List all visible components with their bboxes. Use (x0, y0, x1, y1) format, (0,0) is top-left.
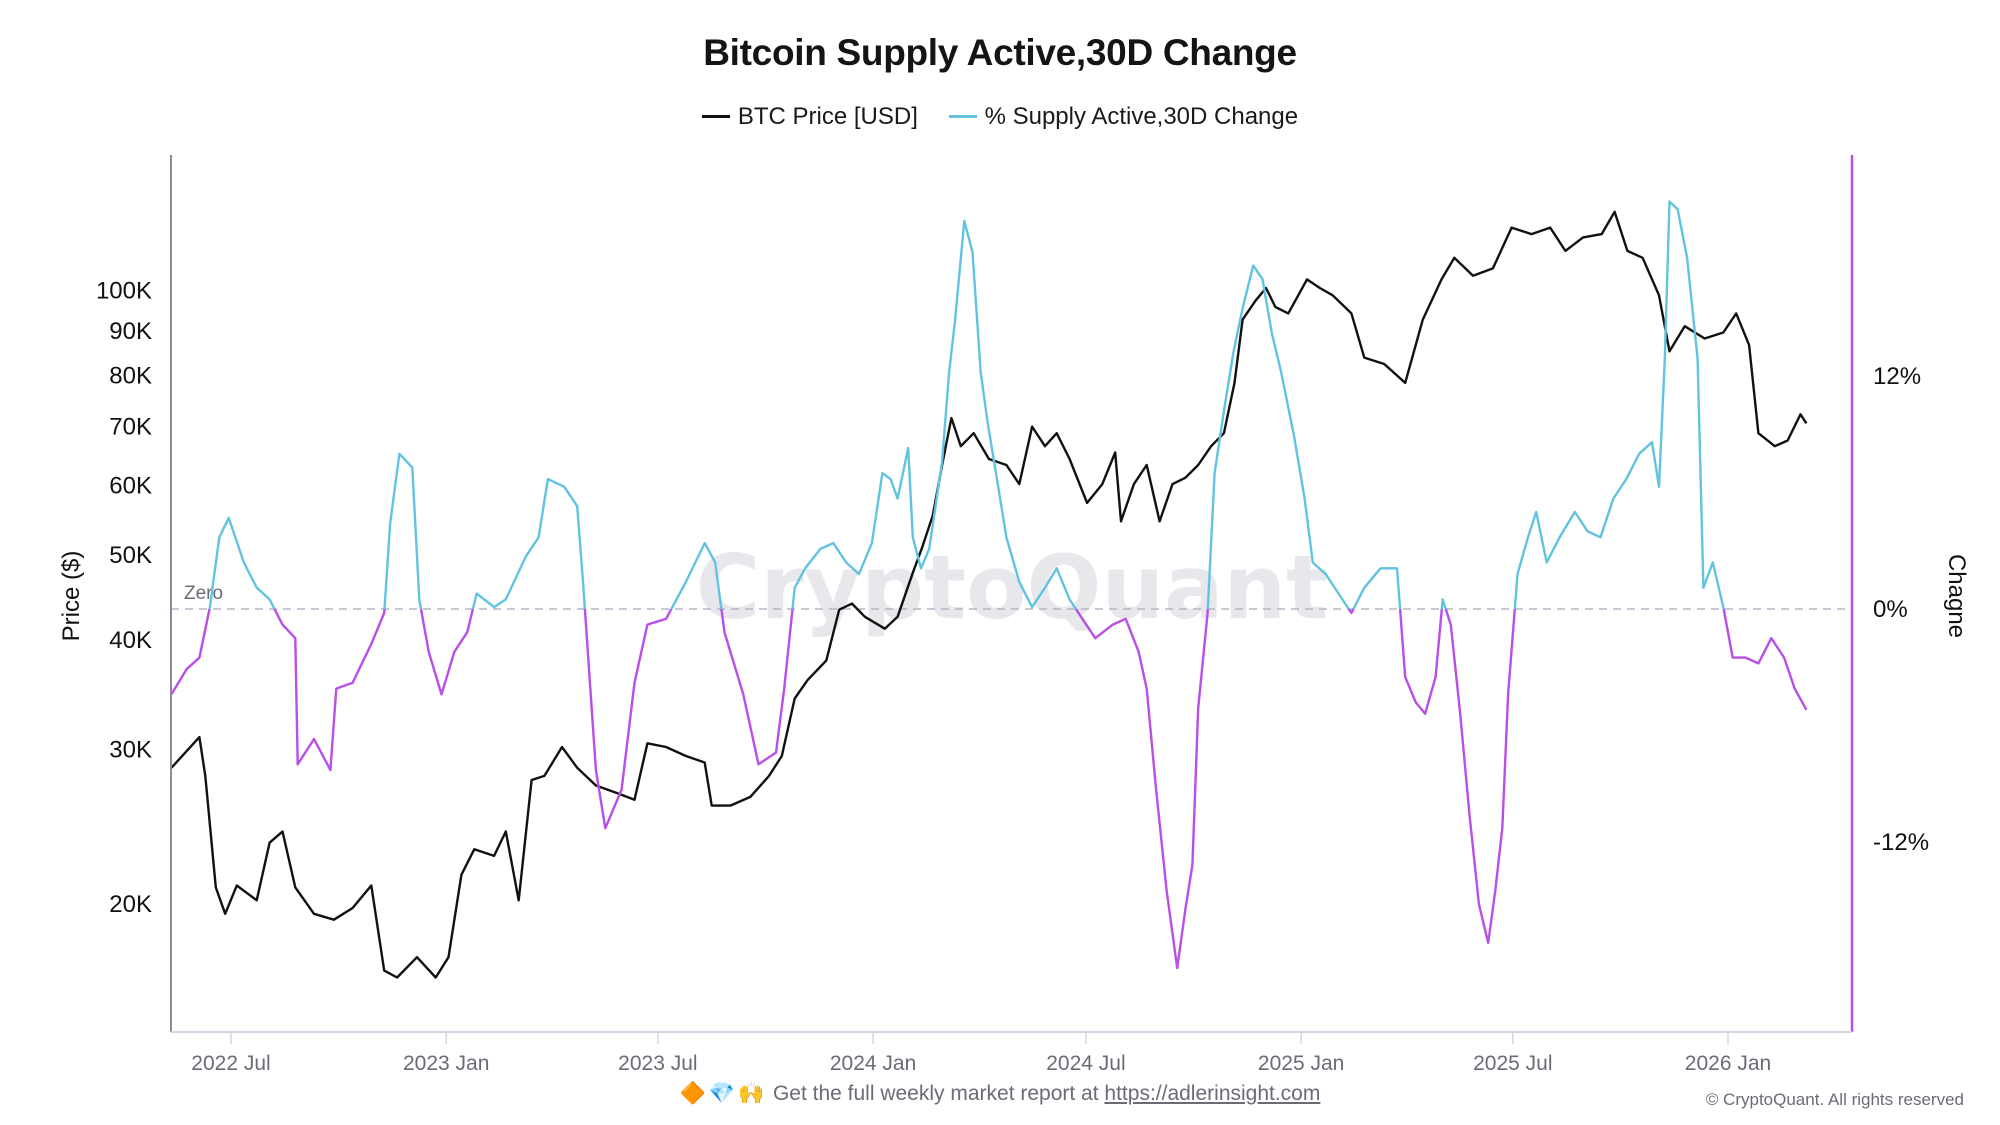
supply-change-line-negative (1722, 608, 1808, 711)
y-left-tick-label: 20K (109, 891, 152, 918)
y-left-tick-label: 90K (109, 318, 152, 345)
y-left-tick-label: 30K (109, 737, 152, 764)
supply-change-line-negative (720, 608, 794, 766)
chart-title: Bitcoin Supply Active,30D Change (703, 32, 1297, 73)
zero-line-label: Zero (184, 583, 223, 604)
supply-change-line-negative (273, 608, 386, 772)
x-tick-label: 2024 Jul (1046, 1052, 1125, 1075)
legend-item-btc-price[interactable]: BTC Price [USD] (701, 102, 918, 131)
supply-change-line-positive (1440, 598, 1447, 610)
supply-change-line-negative (1444, 608, 1516, 944)
raising-hands-icon: 🙌 (737, 1082, 765, 1106)
supply-change-line-positive (383, 452, 423, 610)
supply-change-line-negative (583, 608, 673, 830)
legend-label: % Supply Active,30D Change (984, 102, 1299, 130)
supply-change-line-positive (1513, 200, 1725, 610)
supply-change-line-positive (1206, 264, 1350, 610)
supply-change-line-positive (471, 477, 587, 610)
footer-promo: 🔶 💎 🙌 Get the full weekly market report at… (0, 1082, 2000, 1106)
x-tick-label: 2023 Jan (403, 1052, 489, 1075)
legend-item-supply-active[interactable]: % Supply Active,30D Change (948, 102, 1299, 131)
y-left-tick-label: 100K (96, 278, 152, 305)
copyright: © CryptoQuant. All rights reserved (1705, 1090, 1964, 1109)
supply-change-line-positive (1352, 567, 1402, 610)
y-right-tick-label: 12% (1873, 363, 1921, 390)
y-left-tick-label: 50K (109, 542, 152, 569)
supply-change-line-negative (1347, 608, 1355, 615)
supply-change-line-positive (208, 516, 276, 610)
y-right-tick-label: -12% (1873, 829, 1929, 856)
supply-change-line-negative (419, 608, 475, 696)
orange-diamond-icon: 🔶 (679, 1082, 706, 1106)
y-left-tick-label: 80K (109, 363, 152, 390)
x-tick-label: 2022 Jul (191, 1052, 270, 1075)
legend-swatch-black (701, 115, 730, 118)
supply-change-line-negative (1074, 608, 1209, 970)
x-tick-label: 2025 Jan (1258, 1052, 1344, 1075)
y-left-tick-label: 60K (109, 472, 152, 499)
y-right-tick-label: 0% (1873, 596, 1908, 623)
btc-price-line (170, 210, 1808, 979)
supply-change-line-negative (1398, 608, 1443, 715)
x-tick-label: 2025 Jul (1473, 1052, 1552, 1075)
supply-change-line-negative (170, 608, 211, 696)
gem-icon: 💎 (708, 1082, 735, 1106)
x-tick-label: 2026 Jan (1685, 1052, 1771, 1075)
legend-swatch-blue (948, 115, 977, 118)
footer-text: Get the full weekly market report at (772, 1082, 1099, 1105)
supply-change-line-positive (670, 541, 723, 610)
y-left-tick-label: 40K (109, 627, 152, 654)
legend: BTC Price [USD] % Supply Active,30D Chan… (0, 97, 2000, 131)
legend-label: BTC Price [USD] (737, 102, 918, 130)
footer-link[interactable]: https://adlerinsight.com (1104, 1082, 1321, 1105)
supply-change-line-positive (791, 219, 1078, 610)
x-tick-label: 2024 Jan (830, 1052, 916, 1075)
x-tick-label: 2023 Jul (618, 1052, 697, 1075)
y-left-tick-label: 70K (109, 414, 152, 441)
